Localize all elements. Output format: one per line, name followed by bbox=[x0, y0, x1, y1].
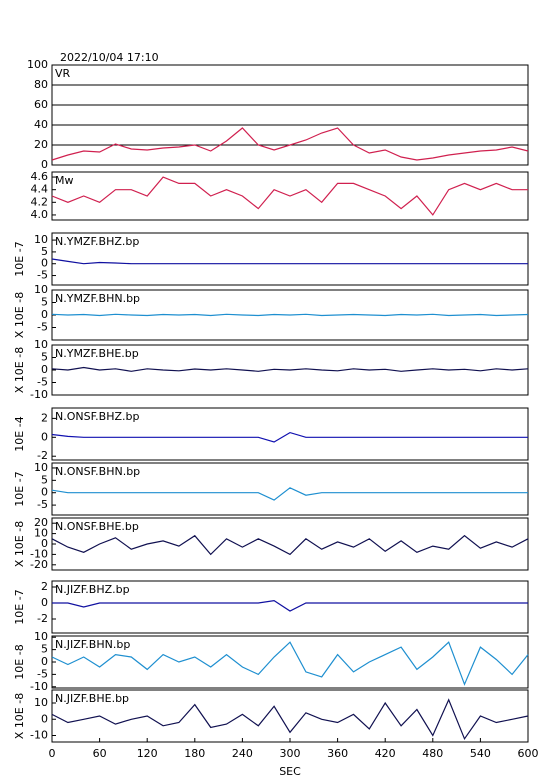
x-tick-label: 240 bbox=[232, 747, 253, 760]
data-line bbox=[51, 431, 528, 443]
x-axis-label: SEC bbox=[279, 765, 301, 778]
y-tick-label: 0 bbox=[41, 257, 48, 270]
y-tick-label: 5 bbox=[41, 245, 48, 258]
data-line bbox=[51, 127, 529, 161]
data-line bbox=[51, 487, 528, 501]
data-line bbox=[51, 641, 529, 686]
y-tick-label: 0 bbox=[41, 596, 48, 609]
y-tick-label: 4.0 bbox=[31, 208, 49, 221]
x-tick-label: 180 bbox=[184, 747, 205, 760]
y-tick-label: 2 bbox=[41, 580, 48, 593]
y-axis-label: 10E -7 bbox=[13, 589, 26, 624]
data-line bbox=[51, 366, 529, 372]
x-tick-label: 120 bbox=[137, 747, 158, 760]
y-axis-label: 10E -4 bbox=[13, 416, 26, 451]
x-tick-label: 480 bbox=[422, 747, 443, 760]
chart-title: 2022/10/04 17:10 bbox=[60, 51, 159, 64]
y-tick-label: 10 bbox=[34, 630, 48, 643]
data-line bbox=[51, 258, 528, 265]
y-axis-label: X 10E -8 bbox=[13, 292, 26, 338]
y-tick-label: -10 bbox=[30, 547, 48, 560]
y-tick-label: -2 bbox=[37, 449, 48, 462]
panel-label: N.JIZF.BHZ.bp bbox=[55, 583, 130, 596]
panel-frame bbox=[51, 580, 529, 634]
y-tick-label: 10 bbox=[34, 338, 48, 351]
y-tick-label: 0 bbox=[41, 363, 48, 376]
y-tick-label: -2 bbox=[37, 612, 48, 625]
panel-label: Mw bbox=[55, 174, 74, 187]
y-tick-label: -10 bbox=[30, 680, 48, 693]
y-tick-label: 60 bbox=[34, 98, 48, 111]
panel-label: N.ONSF.BHE.bp bbox=[55, 520, 139, 533]
x-tick-label: 300 bbox=[280, 747, 301, 760]
x-tick-label: 360 bbox=[327, 747, 348, 760]
panel-frame bbox=[51, 462, 529, 516]
y-tick-label: -5 bbox=[37, 498, 48, 511]
y-axis-label: X 10E -8 bbox=[13, 347, 26, 393]
y-tick-label: 0 bbox=[41, 537, 48, 550]
data-line bbox=[51, 698, 529, 741]
x-tick-label: 540 bbox=[470, 747, 491, 760]
y-tick-label: 4.2 bbox=[31, 195, 49, 208]
panel-label: N.ONSF.BHN.bp bbox=[55, 465, 140, 478]
data-line bbox=[51, 176, 528, 216]
y-axis-label: 10E -7 bbox=[13, 471, 26, 506]
y-tick-label: 4.4 bbox=[31, 183, 49, 196]
y-tick-label: 10 bbox=[34, 696, 48, 709]
y-tick-label: 100 bbox=[27, 58, 48, 71]
y-tick-label: 10 bbox=[34, 233, 48, 246]
x-tick-label: 600 bbox=[518, 747, 539, 760]
y-tick-label: 0 bbox=[41, 655, 48, 668]
y-tick-label: 5 bbox=[41, 296, 48, 309]
y-axis-label: 10E -7 bbox=[13, 241, 26, 276]
data-line bbox=[51, 313, 529, 317]
panel-label: N.JIZF.BHN.bp bbox=[55, 638, 130, 651]
panel-frame bbox=[51, 407, 529, 461]
y-tick-label: 5 bbox=[41, 473, 48, 486]
y-tick-label: -10 bbox=[30, 729, 48, 742]
y-tick-label: 20 bbox=[34, 138, 48, 151]
y-tick-label: 5 bbox=[41, 351, 48, 364]
data-line bbox=[52, 599, 528, 612]
y-tick-label: 80 bbox=[34, 78, 48, 91]
panel-label: N.JIZF.BHE.bp bbox=[55, 692, 129, 705]
y-tick-label: -20 bbox=[30, 558, 48, 571]
panel-label: VR bbox=[55, 67, 71, 80]
panel-label: N.YMZF.BHE.bp bbox=[55, 347, 139, 360]
panel-label: N.YMZF.BHZ.bp bbox=[55, 235, 139, 248]
y-tick-label: -5 bbox=[37, 667, 48, 680]
x-tick-label: 420 bbox=[375, 747, 396, 760]
y-axis-label: X 10E -8 bbox=[13, 693, 26, 739]
y-tick-label: -5 bbox=[37, 376, 48, 389]
y-tick-label: -5 bbox=[37, 269, 48, 282]
y-tick-label: 0 bbox=[41, 158, 48, 171]
y-tick-label: -10 bbox=[30, 388, 48, 401]
panel-label: N.ONSF.BHZ.bp bbox=[55, 410, 139, 423]
panel-label: N.YMZF.BHN.bp bbox=[55, 292, 140, 305]
y-tick-label: -5 bbox=[37, 321, 48, 334]
x-tick-label: 0 bbox=[49, 747, 56, 760]
data-line bbox=[51, 534, 529, 556]
y-tick-label: 0 bbox=[41, 308, 48, 321]
y-tick-label: 10 bbox=[34, 461, 48, 474]
panel-frame bbox=[51, 64, 529, 166]
y-tick-label: 5 bbox=[41, 643, 48, 656]
y-tick-label: 0 bbox=[41, 430, 48, 443]
y-tick-label: 10 bbox=[34, 527, 48, 540]
y-tick-label: 0 bbox=[41, 712, 48, 725]
y-tick-label: 2 bbox=[41, 411, 48, 424]
y-tick-label: 0 bbox=[41, 486, 48, 499]
y-tick-label: 4.6 bbox=[31, 170, 49, 183]
y-tick-label: 20 bbox=[34, 516, 48, 529]
y-tick-label: 10 bbox=[34, 283, 48, 296]
y-axis-label: 10E -8 bbox=[13, 644, 26, 679]
x-tick-label: 60 bbox=[93, 747, 107, 760]
y-tick-label: 40 bbox=[34, 118, 48, 131]
y-axis-label: X 10E -8 bbox=[13, 521, 26, 567]
